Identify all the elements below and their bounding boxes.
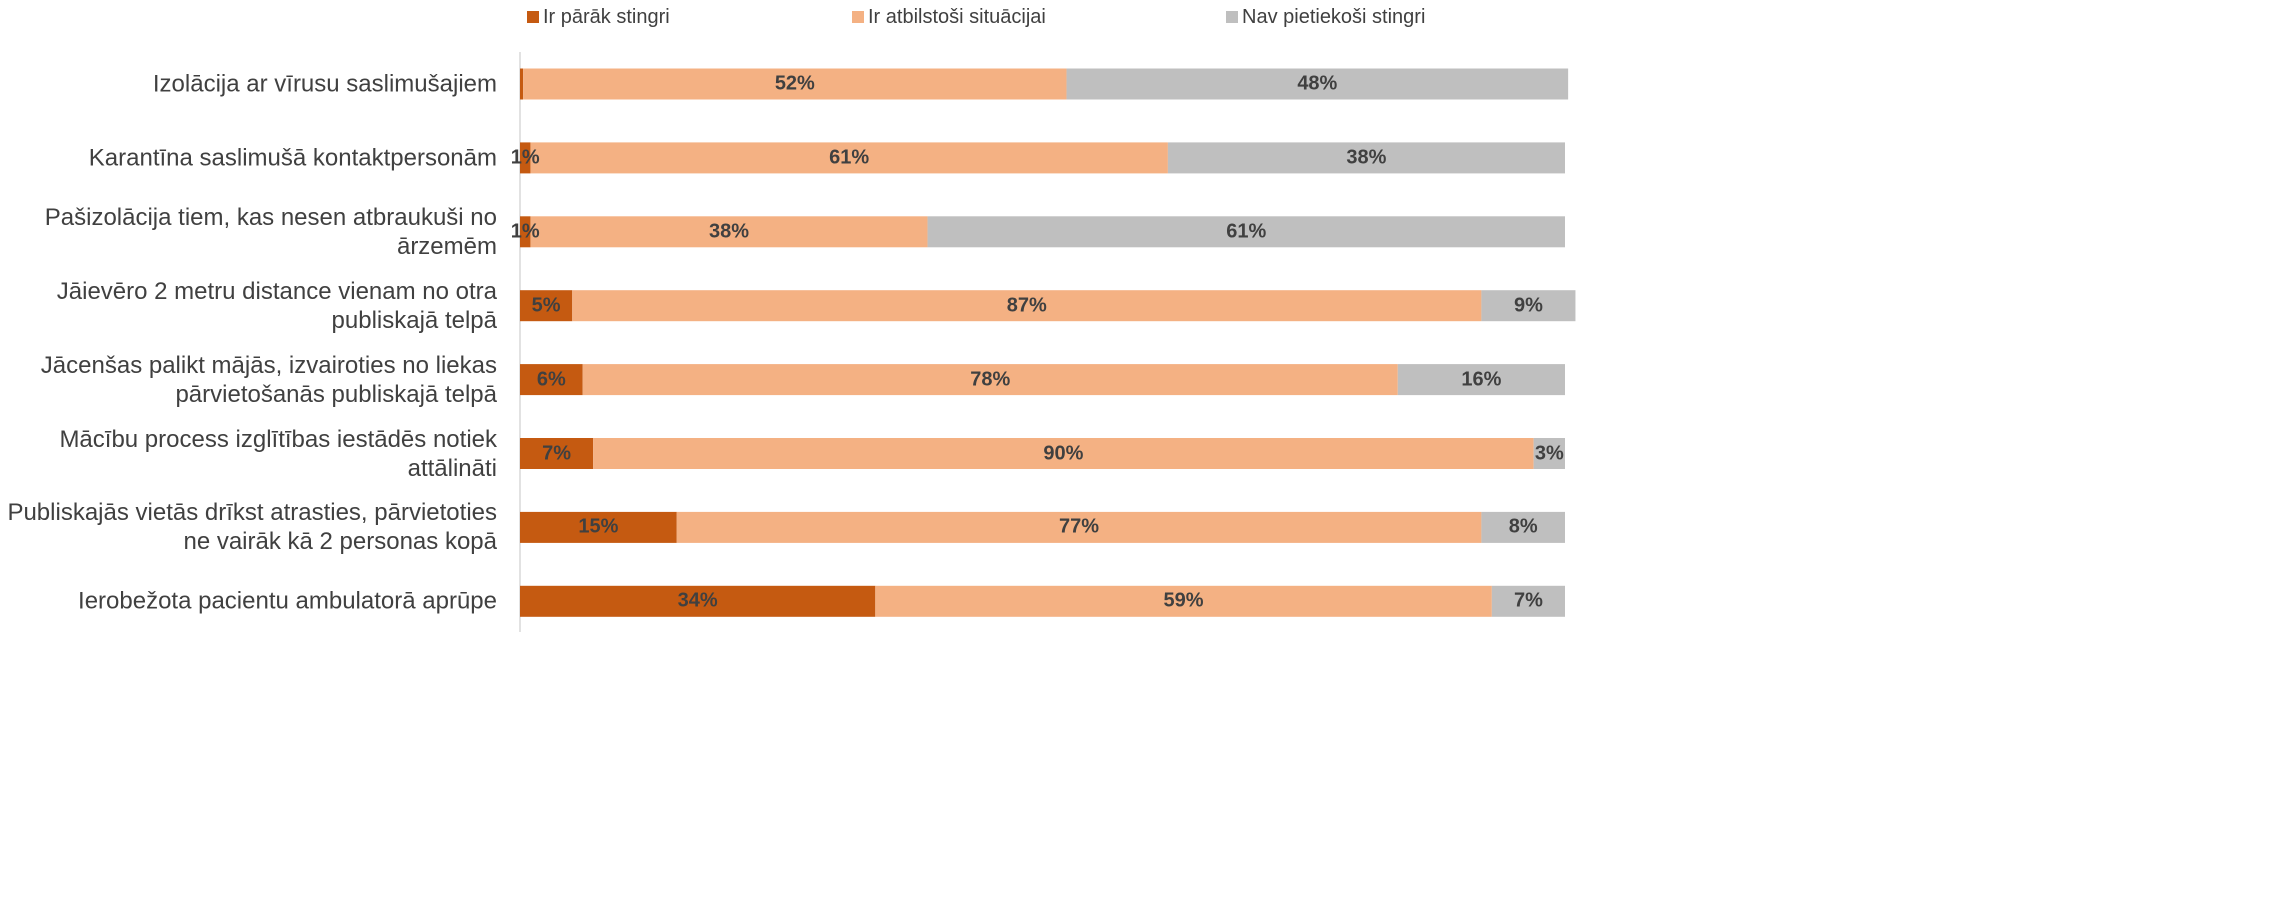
value-label: 3%	[1534, 442, 1564, 464]
value-label: 52%	[774, 72, 815, 95]
category-label: Pašizolācija tiem, kas nesen atbraukuši …	[44, 203, 497, 260]
legend-swatch	[1226, 11, 1238, 23]
value-label: 6%	[536, 368, 566, 391]
category-label: Jācenšas palikt mājās, izvairoties no li…	[40, 351, 497, 408]
category-label: Karantīna saslimušā kontaktpersonām	[88, 144, 497, 172]
value-label: 38%	[1346, 146, 1387, 169]
legend-label: Nav pietiekoši stingri	[1242, 6, 1426, 28]
value-label: 59%	[1163, 589, 1204, 612]
value-label: 1%	[510, 220, 540, 243]
value-label: 7%	[1513, 589, 1543, 612]
value-label: 61%	[1226, 220, 1267, 243]
value-label: 87%	[1006, 294, 1047, 317]
bar-segment	[520, 68, 524, 100]
value-label: 34%	[677, 589, 718, 612]
bar-segment	[572, 290, 1482, 322]
bar-segment	[875, 585, 1492, 617]
value-label: 38%	[708, 220, 750, 243]
bar-segment	[520, 364, 583, 396]
legend-label: Ir atbilstoši situācijai	[868, 6, 1046, 28]
bar-segment	[520, 438, 594, 469]
bar-segment	[1481, 290, 1576, 322]
category-label: Izolācija ar vīrusu saslimušajiem	[152, 70, 497, 98]
legend-swatch	[852, 11, 864, 23]
legend-item: Ir atbilstoši situācijai	[852, 6, 1046, 29]
value-label: 7%	[542, 442, 572, 464]
legend-swatch	[527, 11, 539, 23]
legend-item: Ir pārāk stingri	[527, 6, 670, 29]
value-label: 90%	[1043, 442, 1084, 464]
bar-segment	[593, 438, 1534, 469]
bar-segment	[530, 216, 928, 248]
bar-segment	[520, 142, 531, 174]
bar-segment	[520, 585, 876, 617]
category-label: Jāievēro 2 metru distance vienam no otra…	[56, 277, 497, 334]
value-label: 78%	[970, 368, 1011, 391]
value-label: 16%	[1461, 368, 1502, 391]
bar-segment	[530, 142, 1168, 174]
bar-segment	[1481, 511, 1565, 543]
bar-segment	[1533, 438, 1565, 469]
value-label: 61%	[829, 146, 870, 169]
value-label: 8%	[1508, 515, 1538, 538]
value-label: 1%	[510, 146, 540, 169]
value-label: 9%	[1513, 294, 1543, 317]
category-label: Mācību process izglītības iestādēs notie…	[59, 425, 497, 482]
value-label: 48%	[1297, 72, 1338, 95]
value-label: 15%	[578, 515, 619, 538]
bar-segment	[582, 364, 1398, 396]
bar-segment	[1167, 142, 1565, 174]
bar-segment	[1066, 68, 1569, 100]
bar-segment	[520, 511, 677, 543]
category-label: Publiskajās vietās drīkst atrasties, pār…	[7, 499, 497, 556]
bar-segment	[676, 511, 1482, 543]
legend-label: Ir pārāk stingri	[543, 6, 670, 28]
bar-segment	[1397, 364, 1565, 396]
legend-item: Nav pietiekoši stingri	[1226, 6, 1425, 29]
bar-segment	[520, 290, 573, 322]
bar-segment	[1491, 585, 1565, 617]
bar-segment	[927, 216, 1565, 248]
bar-segment	[520, 216, 531, 248]
value-label: 5%	[531, 294, 561, 317]
bar-segment	[523, 68, 1067, 100]
category-label: Ierobežota pacientu ambulatorā aprūpe	[78, 587, 497, 615]
value-label: 77%	[1059, 515, 1100, 538]
